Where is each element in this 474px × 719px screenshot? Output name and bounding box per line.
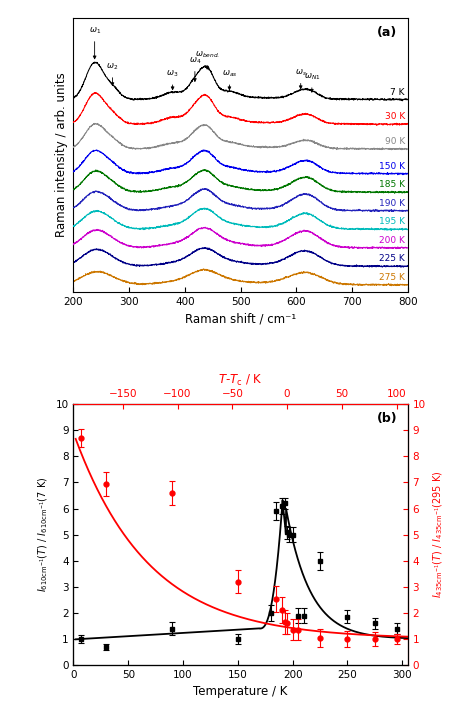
Text: (b): (b)	[377, 412, 398, 425]
Text: 30 K: 30 K	[384, 112, 405, 122]
Text: 90 K: 90 K	[384, 137, 405, 146]
Text: $\omega_{N1}$: $\omega_{N1}$	[303, 72, 320, 92]
Text: 275 K: 275 K	[379, 273, 405, 282]
Text: 150 K: 150 K	[379, 162, 405, 171]
Y-axis label: $I_{610\rm{cm}^{-1}}(T)$ / $I_{610\rm{cm}^{-1}}$(7 K): $I_{610\rm{cm}^{-1}}(T)$ / $I_{610\rm{cm…	[36, 477, 50, 592]
Text: $\omega_3$: $\omega_3$	[166, 69, 179, 90]
Text: 200 K: 200 K	[379, 236, 405, 245]
X-axis label: Raman shift / cm⁻¹: Raman shift / cm⁻¹	[185, 312, 296, 325]
Text: $\omega_{as}$: $\omega_{as}$	[222, 69, 237, 90]
Text: $\omega_2$: $\omega_2$	[106, 62, 118, 86]
Text: 225 K: 225 K	[379, 255, 405, 263]
Text: 190 K: 190 K	[379, 199, 405, 208]
Text: (a): (a)	[377, 26, 398, 40]
Text: $\omega_s$: $\omega_s$	[295, 68, 307, 88]
Y-axis label: $I_{435\rm{cm}^{-1}}(T)$ / $I_{435\rm{cm}^{-1}}$(295 K): $I_{435\rm{cm}^{-1}}(T)$ / $I_{435\rm{cm…	[431, 471, 445, 598]
Text: $\omega_1$: $\omega_1$	[89, 26, 100, 59]
Y-axis label: Raman intensity / arb. units: Raman intensity / arb. units	[55, 73, 68, 237]
Text: 185 K: 185 K	[379, 180, 405, 189]
Text: 195 K: 195 K	[379, 217, 405, 226]
Text: $\omega_4$: $\omega_4$	[189, 55, 201, 81]
Text: $\omega_{bend.}$: $\omega_{bend.}$	[195, 50, 219, 69]
Text: 7 K: 7 K	[391, 88, 405, 96]
X-axis label: Temperature / K: Temperature / K	[193, 685, 288, 698]
X-axis label: $T$-$T_{\rm c}$ / K: $T$-$T_{\rm c}$ / K	[218, 372, 263, 388]
